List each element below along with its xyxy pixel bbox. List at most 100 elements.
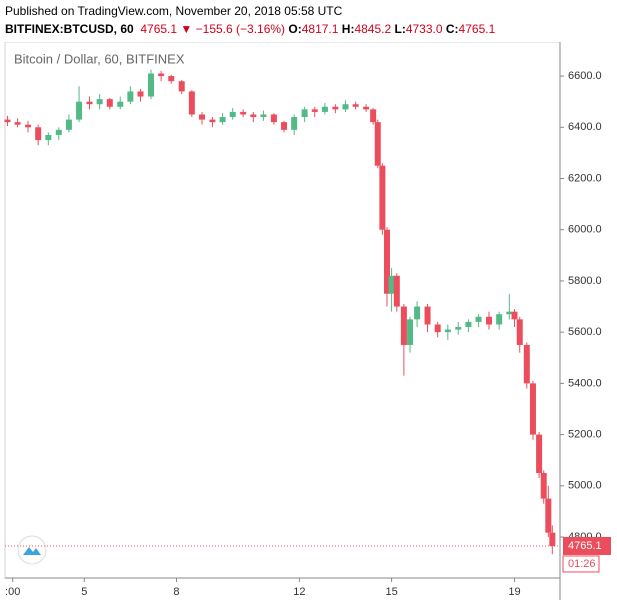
y-tick-label: 5400.0: [568, 377, 602, 389]
y-tick-label: 6200.0: [568, 172, 602, 184]
candle-body: [301, 109, 308, 118]
candle-body: [147, 73, 154, 97]
candle-body: [545, 498, 552, 533]
candle-body: [523, 344, 530, 384]
candle-body: [168, 76, 175, 82]
candle-body: [106, 99, 113, 107]
x-tick-label: 12: [293, 586, 305, 598]
symbol-line: BITFINEX:BTCUSD, 60 4765.1 ▼ −155.6 (−3.…: [5, 22, 495, 36]
candle-body: [209, 119, 216, 123]
candle-body: [511, 311, 518, 320]
c-label: C:: [445, 22, 459, 36]
candle-body: [65, 119, 72, 130]
candle-body: [321, 106, 328, 112]
candle-body: [45, 134, 52, 141]
candle-body: [158, 73, 165, 77]
last-price-box: [563, 536, 611, 555]
y-tick-label: 5800.0: [568, 275, 602, 287]
c-value: 4765.1: [458, 22, 496, 36]
candle-body: [414, 306, 421, 320]
last-price: 4765.1: [140, 22, 178, 36]
h-value: 4845.2: [354, 22, 392, 36]
candle-body: [291, 117, 298, 130]
candle-body: [363, 106, 370, 110]
candle-body: [455, 327, 462, 330]
l-label: L:: [394, 22, 406, 36]
candle-body: [434, 324, 441, 333]
candle-body: [229, 111, 236, 118]
x-tick-label: 15: [385, 586, 397, 598]
logo-mark: [23, 547, 41, 555]
candle-body: [281, 122, 288, 130]
candle-body: [250, 114, 257, 118]
candle-body: [549, 532, 556, 546]
candle-body: [127, 91, 134, 102]
x-tick-label: :00: [5, 586, 20, 598]
countdown-label: 01:26: [568, 558, 596, 570]
candle-body: [465, 321, 472, 328]
candle-body: [311, 109, 318, 112]
candle-body: [424, 306, 431, 325]
logo: [17, 535, 47, 565]
candle-body: [536, 434, 543, 474]
candle-body: [86, 101, 93, 105]
candle-body: [393, 275, 400, 307]
candle-body: [374, 122, 381, 166]
y-tick-label: 5200.0: [568, 428, 602, 440]
candle-body: [260, 114, 267, 118]
candle-body: [188, 91, 195, 115]
candle-body: [370, 109, 377, 123]
candle-body: [383, 229, 390, 294]
candle-body: [486, 316, 493, 325]
h-label: H:: [341, 22, 355, 36]
candle-body: [14, 122, 21, 125]
chart: Bitcoin / Dollar, 60, BITFINEX 4800.0500…: [4, 42, 611, 600]
change-arrow: ▼: [180, 22, 193, 36]
candle-body: [388, 275, 395, 294]
o-label: O:: [288, 22, 302, 36]
x-tick-label: 5: [81, 586, 87, 598]
candle-body: [379, 165, 386, 230]
candle-body: [342, 104, 349, 110]
l-value: 4733.0: [405, 22, 443, 36]
candle-body: [400, 306, 407, 345]
candle-body: [540, 473, 547, 499]
y-tick-label: 6400.0: [568, 121, 602, 133]
candle-body: [516, 319, 523, 345]
candle-body: [444, 329, 451, 333]
x-tick-label: 19: [508, 586, 520, 598]
candle-body: [475, 316, 482, 322]
last-price-label: 4765.1: [568, 540, 602, 552]
candle-body: [407, 319, 414, 345]
countdown-box: [562, 555, 600, 573]
logo-circle: [17, 535, 47, 565]
o-value: 4817.1: [301, 22, 339, 36]
x-tick-label: 8: [173, 586, 179, 598]
candle-body: [219, 117, 226, 123]
candle-body: [506, 311, 513, 315]
candle-body: [198, 114, 205, 120]
y-tick-label: 6600.0: [568, 70, 602, 82]
y-tick-label: 6000.0: [568, 224, 602, 236]
candle-body: [137, 91, 144, 97]
candle-body: [96, 99, 103, 105]
symbol: BITFINEX:BTCUSD, 60: [5, 22, 134, 36]
candle-body: [117, 101, 124, 107]
candle-body: [352, 104, 359, 107]
published-note: Published on TradingView.com, November 2…: [5, 4, 343, 18]
candle-body: [55, 129, 62, 135]
candle-body: [496, 314, 503, 325]
candle-body: [332, 106, 339, 110]
change: −155.6 (−3.16%): [195, 22, 286, 36]
y-tick-label: 5600.0: [568, 326, 602, 338]
candle-body: [270, 114, 277, 123]
candle-body: [76, 101, 83, 120]
candle-body: [178, 81, 185, 92]
candle-body: [35, 127, 42, 141]
candle-body: [4, 119, 11, 123]
y-tick-label: 5000.0: [568, 480, 602, 492]
candle-body: [529, 383, 536, 435]
chart-title: Bitcoin / Dollar, 60, BITFINEX: [14, 51, 185, 66]
candle-body: [25, 124, 32, 128]
